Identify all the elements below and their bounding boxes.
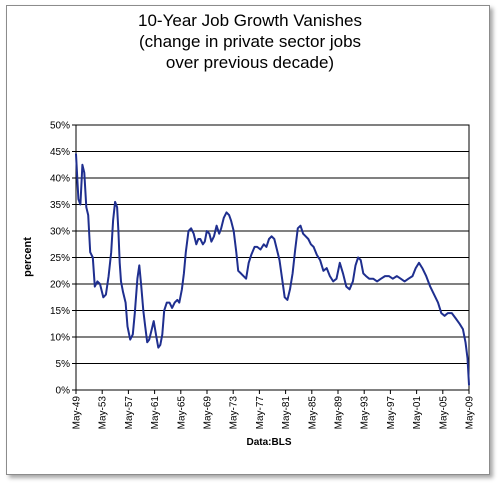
y-tick-label: 15% (50, 306, 70, 317)
y-tick-label: 50% (50, 121, 70, 132)
y-tick-label: 45% (50, 147, 70, 158)
gridlines (76, 151, 469, 364)
y-tick-label: 20% (50, 280, 70, 291)
y-tick-label: 35% (50, 200, 70, 211)
y-tick-label: 30% (50, 227, 70, 238)
y-tick-label: 0% (56, 386, 71, 397)
x-tick-label: May-97 (386, 396, 397, 430)
chart-title: 10-Year Job Growth Vanishes (change in p… (0, 10, 500, 73)
y-tick-label: 40% (50, 174, 70, 185)
x-tick-label: May-53 (98, 396, 109, 430)
chart-title-line-3: over previous decade) (165, 53, 335, 72)
series-line (75, 153, 470, 386)
x-tick-label: May-05 (438, 396, 449, 430)
x-tick-label: May-69 (203, 396, 214, 430)
chart-frame (6, 5, 490, 475)
x-tick-label: May-93 (360, 396, 371, 430)
x-tick-label: May-81 (281, 396, 292, 430)
series-layer (75, 153, 470, 386)
y-tick-label: 10% (50, 333, 70, 344)
x-tick-label: May-09 (465, 396, 476, 430)
y-tick-label: 25% (50, 253, 70, 264)
x-axis-ticks: May-49 May-53 May-57 May-61 May-65 May-69 May-… (72, 390, 476, 429)
x-tick-label: May-01 (412, 396, 423, 430)
x-tick-label: May-77 (255, 396, 266, 430)
chart-title-line-1: 10-Year Job Growth Vanishes (138, 11, 362, 30)
y-axis-ticks: 0% 5% 10% 15% 20% 25% 30% 35% 40% 45% 50% (50, 121, 76, 397)
x-tick-label: May-89 (334, 396, 345, 430)
y-axis-label: percent (22, 237, 34, 277)
x-tick-label: May-57 (124, 396, 135, 430)
x-tick-label: May-73 (229, 396, 240, 430)
x-axis-label: Data:BLS (246, 437, 291, 448)
chart-title-line-2: (change in private sector jobs (138, 32, 362, 51)
x-tick-label: May-85 (307, 396, 318, 430)
x-tick-label: May-49 (72, 396, 83, 430)
x-tick-label: May-61 (150, 396, 161, 430)
x-tick-label: May-65 (176, 396, 187, 430)
y-tick-label: 5% (56, 359, 71, 370)
